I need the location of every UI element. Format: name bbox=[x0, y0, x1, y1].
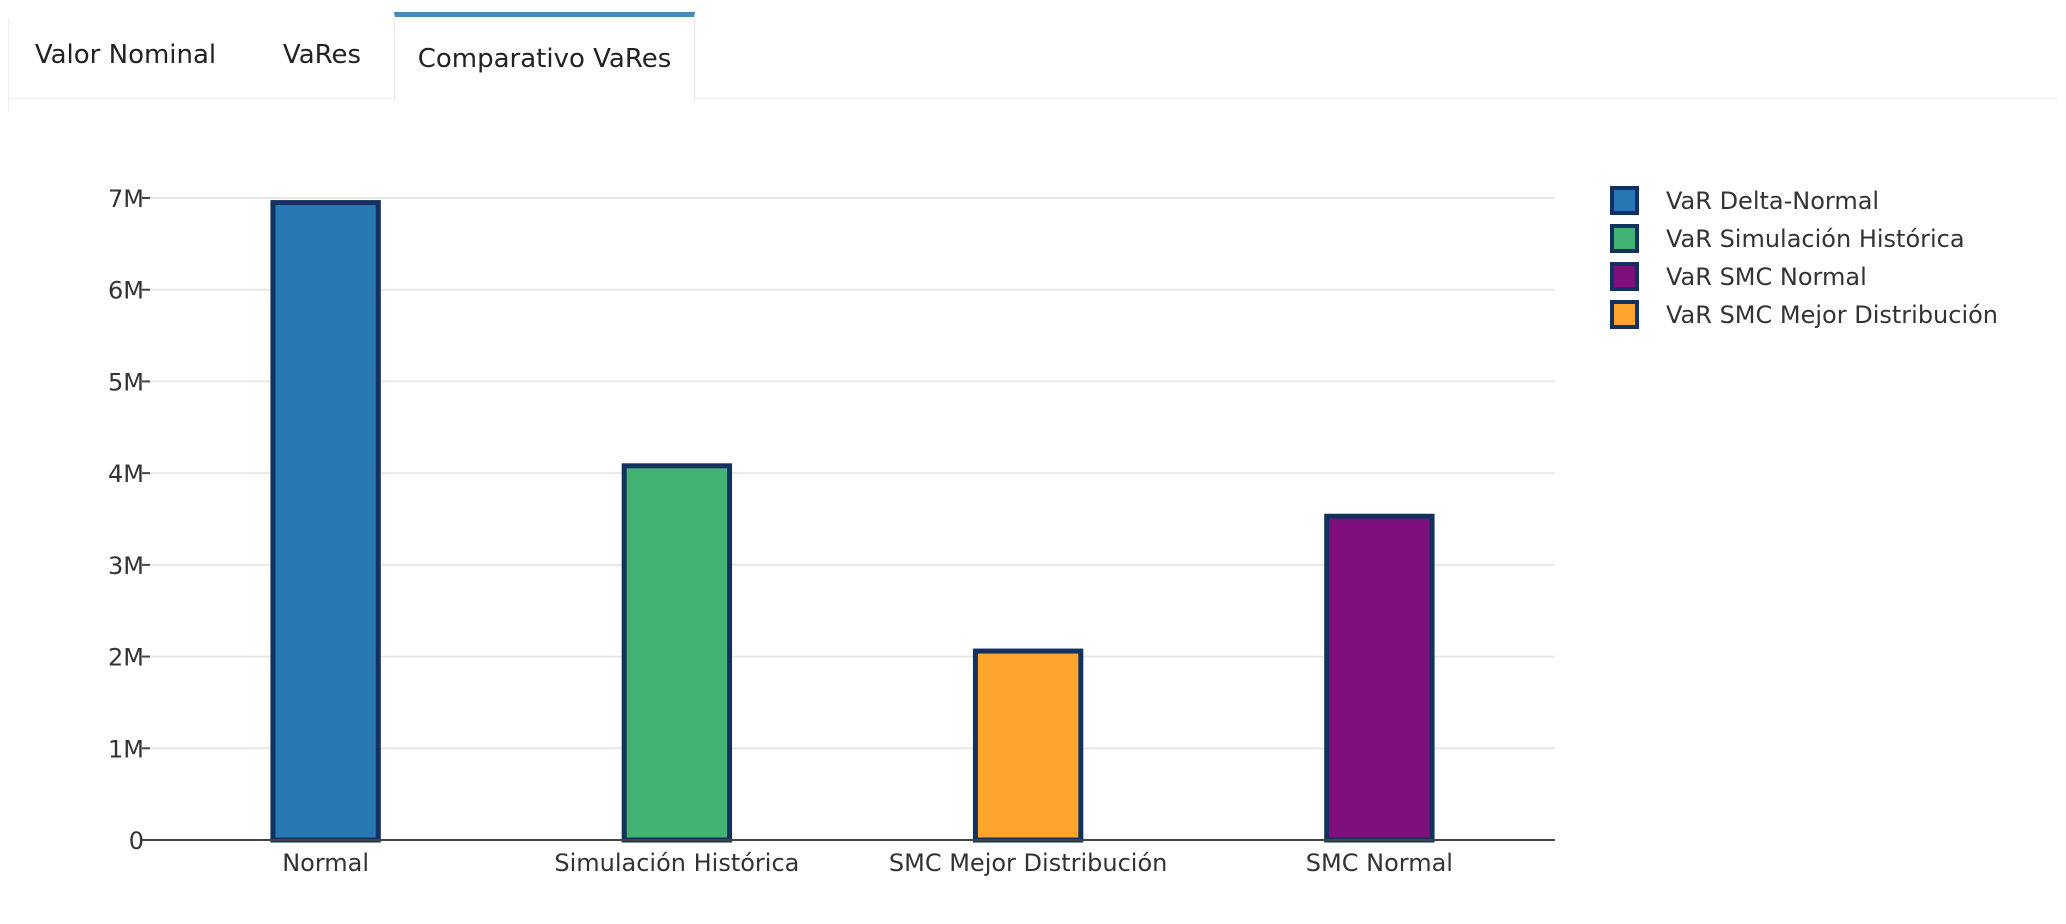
legend: VaR Delta-Normal VaR Simulación Histórica… bbox=[1610, 186, 1998, 329]
y-tick-label: 7M bbox=[108, 185, 144, 213]
tab-valor-nominal-label: Valor Nominal bbox=[34, 40, 217, 70]
legend-item[interactable]: VaR SMC Mejor Distribución bbox=[1610, 300, 1998, 329]
legend-swatch bbox=[1610, 262, 1639, 291]
bars bbox=[270, 200, 1435, 843]
y-tick-label: 4M bbox=[108, 460, 144, 488]
x-axis-ticks: Normal Simulación Histórica SMC Mejor Dist… bbox=[282, 849, 1453, 877]
x-tick-label: SMC Normal bbox=[1306, 849, 1453, 877]
tab-vares-label: VaRes bbox=[282, 40, 362, 70]
legend-label: VaR SMC Mejor Distribución bbox=[1666, 301, 1998, 329]
bar[interactable] bbox=[972, 648, 1084, 843]
legend-label: VaR SMC Normal bbox=[1666, 263, 1867, 291]
tab-bar-left-border bbox=[8, 18, 9, 112]
legend-item[interactable]: VaR SMC Normal bbox=[1610, 262, 1867, 291]
tab-valor-nominal[interactable]: Valor Nominal bbox=[8, 12, 243, 98]
legend-swatch bbox=[1610, 224, 1639, 253]
tab-bar-divider bbox=[8, 98, 2058, 99]
bar[interactable] bbox=[270, 200, 381, 843]
y-tick-label: 1M bbox=[108, 735, 144, 763]
bar[interactable] bbox=[621, 463, 733, 843]
y-tick-label: 5M bbox=[108, 368, 144, 396]
x-tick-label: Simulación Histórica bbox=[554, 849, 799, 877]
legend-swatch bbox=[1610, 300, 1639, 329]
gridlines bbox=[150, 197, 1555, 750]
x-tick-label: Normal bbox=[282, 849, 369, 877]
legend-swatch bbox=[1610, 186, 1639, 215]
y-tick-label: 3M bbox=[108, 552, 144, 580]
x-tick-label: SMC Mejor Distribución bbox=[889, 849, 1167, 877]
bar[interactable] bbox=[1324, 513, 1435, 843]
y-tick-label: 2M bbox=[108, 644, 144, 672]
y-tick-label: 6M bbox=[108, 277, 144, 305]
legend-item[interactable]: VaR Simulación Histórica bbox=[1610, 224, 1965, 253]
tab-comparativo-vares[interactable]: Comparativo VaRes bbox=[394, 12, 695, 100]
legend-label: VaR Delta-Normal bbox=[1666, 187, 1879, 215]
legend-item[interactable]: VaR Delta-Normal bbox=[1610, 186, 1879, 215]
tab-comparativo-vares-label: Comparativo VaRes bbox=[417, 43, 672, 74]
legend-label: VaR Simulación Histórica bbox=[1666, 225, 1965, 253]
tab-bar: Valor Nominal VaRes Comparativo VaRes bbox=[8, 0, 2058, 112]
tab-vares[interactable]: VaRes bbox=[243, 12, 401, 98]
y-tick-label: 0 bbox=[129, 827, 144, 855]
y-axis-ticks: 0 1M 2M 3M 4M 5M 6M 7M bbox=[108, 185, 150, 855]
